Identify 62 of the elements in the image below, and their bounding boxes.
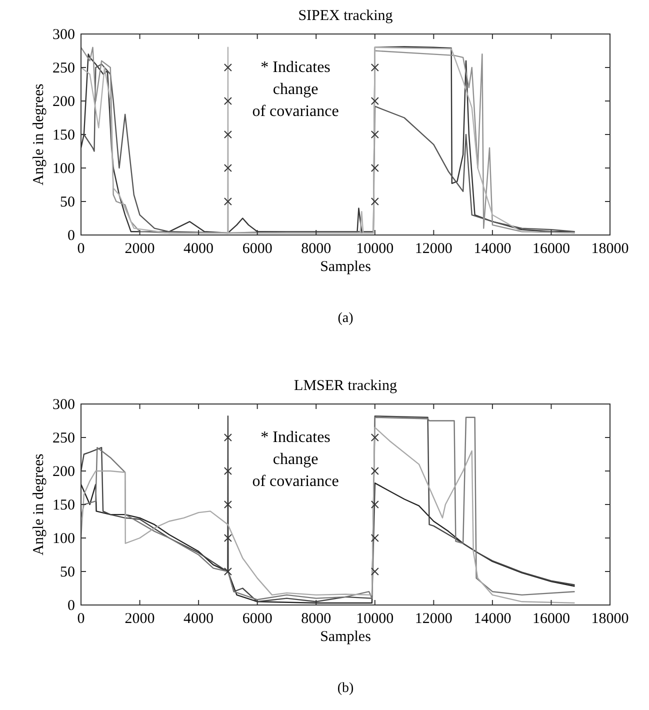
point: [224, 130, 232, 138]
x-tick-label: 18000: [591, 611, 629, 627]
point: [370, 97, 379, 105]
x-tick-label: 12000: [414, 611, 452, 627]
point: [224, 500, 232, 508]
x-tick-label: 12000: [414, 241, 452, 257]
chart-title: SIPEX tracking: [298, 8, 394, 24]
y-tick-label: 0: [68, 228, 75, 244]
y-axis-title: Angle in degrees: [31, 84, 47, 186]
annotation: * Indicates change of covariance: [252, 429, 339, 490]
x-tick-label: 8000: [301, 241, 332, 257]
x-axis-title: Samples: [320, 629, 372, 645]
point: [370, 434, 379, 442]
y-tick-label: 200: [52, 464, 75, 480]
y-tick-label: 50: [60, 564, 75, 580]
chart-title: LMSER tracking: [294, 378, 398, 394]
point: [224, 97, 232, 105]
point: [370, 500, 379, 508]
x-axis-title: Samples: [320, 259, 372, 275]
x-tick-label: 6000: [242, 611, 272, 627]
point: [224, 568, 232, 576]
y-tick-label: 100: [52, 531, 75, 547]
x-tick-label: 4000: [184, 611, 214, 627]
point: [224, 164, 232, 172]
point: [370, 467, 379, 475]
point: [370, 164, 379, 172]
point: [224, 64, 232, 72]
x-tick-label: 14000: [474, 241, 512, 257]
x-tick-label: 10000: [356, 611, 394, 627]
point: [370, 130, 379, 138]
y-tick-label: 50: [60, 194, 75, 210]
y-tick-label: 150: [52, 128, 75, 144]
point: [370, 198, 379, 206]
x-tick-label: 16000: [532, 611, 570, 627]
y-tick-label: 100: [52, 161, 75, 177]
x-tick-label: 16000: [532, 241, 570, 257]
y-tick-label: 0: [68, 598, 75, 614]
point: [224, 198, 232, 206]
x-tick-label: 2000: [124, 241, 155, 257]
y-tick-label: 250: [52, 60, 75, 76]
x-tick-label: 2000: [124, 611, 155, 627]
x-tick-label: 4000: [184, 241, 214, 257]
point: [370, 534, 379, 542]
annotation: * Indicates change of covariance: [252, 59, 339, 120]
x-tick-label: 18000: [591, 241, 629, 257]
x-tick-label: 10000: [356, 241, 394, 257]
point: [224, 467, 232, 475]
y-tick-label: 300: [52, 27, 75, 43]
y-tick-label: 150: [52, 498, 75, 514]
point: [224, 434, 232, 442]
text: (a): [338, 311, 354, 326]
x-tick-label: 14000: [474, 611, 512, 627]
y-tick-label: 300: [52, 397, 75, 413]
point: [224, 534, 232, 542]
point: [370, 64, 379, 72]
y-tick-label: 250: [52, 430, 75, 446]
y-axis-title: Angle in degrees: [31, 454, 47, 556]
text: (b): [337, 681, 354, 696]
x-tick-label: 8000: [301, 611, 332, 627]
point: [370, 568, 379, 576]
y-tick-label: 200: [52, 94, 75, 110]
x-tick-label: 6000: [242, 241, 272, 257]
